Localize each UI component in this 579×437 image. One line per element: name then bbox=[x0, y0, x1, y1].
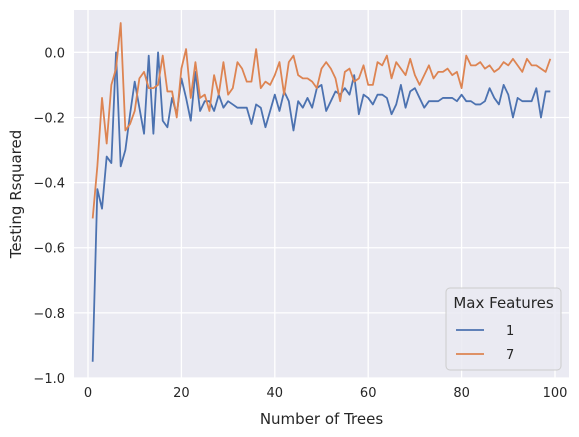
series-line-1 bbox=[91, 51, 551, 362]
y-tick-label: −1.0 bbox=[33, 372, 65, 387]
x-tick-label: 0 bbox=[84, 386, 92, 401]
x-tick-label: 80 bbox=[453, 386, 470, 401]
x-axis-label: Number of Trees bbox=[260, 410, 384, 428]
x-tick-label: 100 bbox=[543, 386, 568, 401]
x-tick-label: 60 bbox=[360, 386, 377, 401]
series-line-7 bbox=[91, 22, 552, 219]
legend-box bbox=[445, 287, 562, 371]
x-tick-label: 40 bbox=[267, 386, 284, 401]
legend: Max Features 17 bbox=[445, 287, 562, 371]
y-tick-label: −0.8 bbox=[33, 307, 65, 322]
grid bbox=[74, 10, 569, 379]
y-tick-label: −0.6 bbox=[33, 242, 65, 257]
tick-labels: 0 20 40 60 80 100 −1.0 −0.8 −0.6 −0.4 −0.2 0.0 bbox=[33, 46, 567, 401]
y-tick-label: 0.0 bbox=[44, 46, 65, 61]
x-tick-label: 20 bbox=[173, 386, 190, 401]
legend-label-7: 7 bbox=[506, 348, 514, 363]
legend-items: 17 bbox=[456, 324, 514, 363]
y-tick-label: −0.2 bbox=[33, 111, 65, 126]
y-axis-label: Testing Rsquared bbox=[7, 130, 25, 260]
legend-title: Max Features bbox=[453, 294, 553, 312]
series-lines bbox=[91, 22, 552, 362]
legend-label-1: 1 bbox=[506, 324, 514, 339]
y-tick-label: −0.4 bbox=[33, 177, 65, 192]
